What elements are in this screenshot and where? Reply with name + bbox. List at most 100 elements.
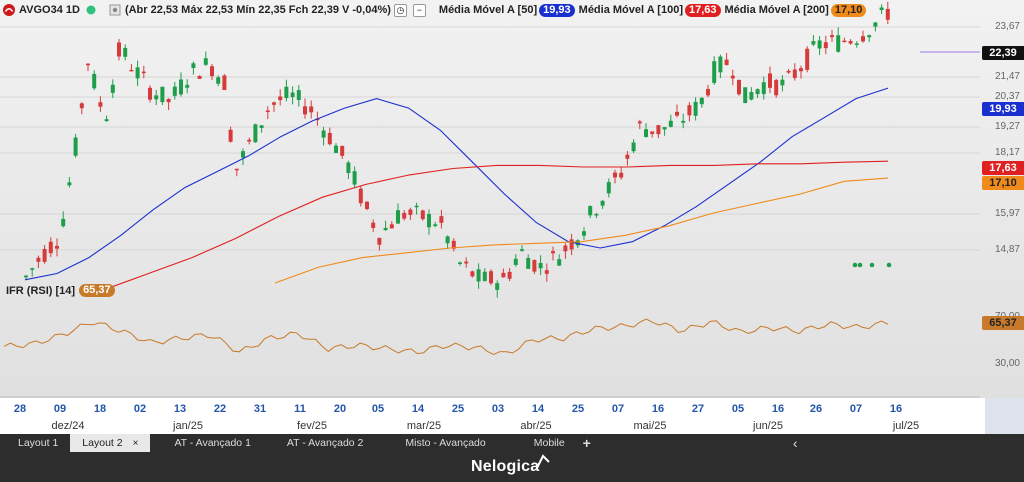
candle-up [718,56,723,73]
ma100-label: Média Móvel A [100] [578,4,683,16]
candle-down [98,102,103,107]
x-day-tick: 20 [333,403,347,415]
x-day-tick: 03 [491,403,505,415]
candle-up [284,86,289,99]
candle-down [805,48,810,70]
close-icon[interactable]: × [132,438,139,449]
settings-icon[interactable] [109,4,121,16]
candle-down [464,261,469,264]
candle-down [272,102,276,105]
candle-down [340,145,345,156]
status-dot-icon [86,5,96,15]
tab-layout-2[interactable]: Layout 2 × [70,434,151,452]
candle-down [408,209,413,215]
candle-down [303,106,307,115]
candle-up [495,283,500,290]
candle-down [48,241,53,254]
rsi-axis-badge: 65,37 [982,316,1024,330]
ma50-line [24,87,889,281]
x-month-tick: jun/25 [753,420,783,432]
candle-up [67,182,72,186]
signal-dot [857,262,863,268]
candle-up [520,249,524,251]
candle-down [222,75,227,91]
candle-up [755,89,760,95]
candle-down [799,68,803,72]
candle-down [532,260,537,272]
ma100-line [104,160,889,290]
candle-down [786,70,791,73]
x-day-tick: 18 [93,403,107,415]
x-day-tick: 07 [611,403,625,415]
clock-icon[interactable]: ◷ [393,3,407,17]
brand-bar: Nelogica [0,452,1024,482]
candle-up [24,275,28,278]
candle-up [588,206,593,216]
candle-up [346,162,351,174]
x-month-tick: mai/25 [633,420,667,432]
x-day-tick: 27 [691,403,705,415]
candle-down [768,73,772,88]
candle-down [613,172,617,178]
candle-down [687,105,692,116]
chart-area[interactable] [0,0,1024,398]
chevron-left-icon[interactable]: ‹ [792,435,798,451]
price-chart[interactable] [0,0,1024,398]
candle-down [402,212,407,219]
price-tick: 15,97 [994,208,1020,219]
candle-down [278,96,283,101]
tab-mobile[interactable]: Mobile [533,437,565,449]
candle-down [842,40,847,43]
candle-down [619,172,624,178]
candle-down [439,216,444,223]
candle-up [873,22,878,27]
tab-label: Layout 2 [82,437,123,449]
last-price-badge: 22,39 [982,46,1024,60]
candle-down [885,8,890,20]
candle-down [129,69,134,72]
candle-down [823,42,828,49]
candle-down [265,110,270,112]
symbol-label: AVGO34 1D [19,4,80,16]
price-tick: 18,17 [994,147,1020,158]
candle-up [203,58,208,65]
candle-up [296,90,301,100]
x-day-tick: 26 [809,403,823,415]
candle-up [92,73,97,89]
candle-down [36,257,41,262]
candle-up [668,120,673,127]
candle-down [730,75,735,79]
candle-up [396,210,400,224]
x-day-tick: 22 [213,403,227,415]
x-month-tick: jan/25 [173,420,203,432]
x-day-tick: 16 [651,403,665,415]
add-tab-icon[interactable]: + [582,435,591,451]
x-day-tick: 07 [849,403,863,415]
candle-down [117,42,121,57]
tab-at-avancado-1[interactable]: AT - Avançado 1 [174,437,251,449]
candle-up [600,200,605,206]
candle-up [191,63,196,68]
candle-up [216,77,221,84]
ma100-axis-badge: 17,63 [982,161,1024,175]
candle-up [761,82,766,95]
candle-down [792,69,797,78]
ma50-label: Média Móvel A [50] [438,4,538,16]
price-tick: 21,47 [994,71,1020,82]
candle-up [433,224,438,227]
tab-misto-avancado[interactable]: Misto - Avançado [405,437,486,449]
candle-up [104,119,109,122]
candle-down [563,245,568,252]
rsi-tick: 30,00 [994,358,1020,369]
candle-down [737,79,741,95]
candle-up [817,40,822,49]
candle-up [526,258,531,269]
tab-at-avancado-2[interactable]: AT - Avançado 2 [286,437,364,449]
candle-down [861,36,865,42]
candle-up [154,95,159,100]
layout-tabs: Layout 1 Layout 2 × AT - Avançado 1 AT - … [0,434,1024,452]
minus-icon[interactable]: − [412,3,426,17]
x-day-tick: 05 [371,403,385,415]
price-tick: 23,67 [994,21,1020,32]
tab-layout-1[interactable]: Layout 1 [18,437,59,449]
